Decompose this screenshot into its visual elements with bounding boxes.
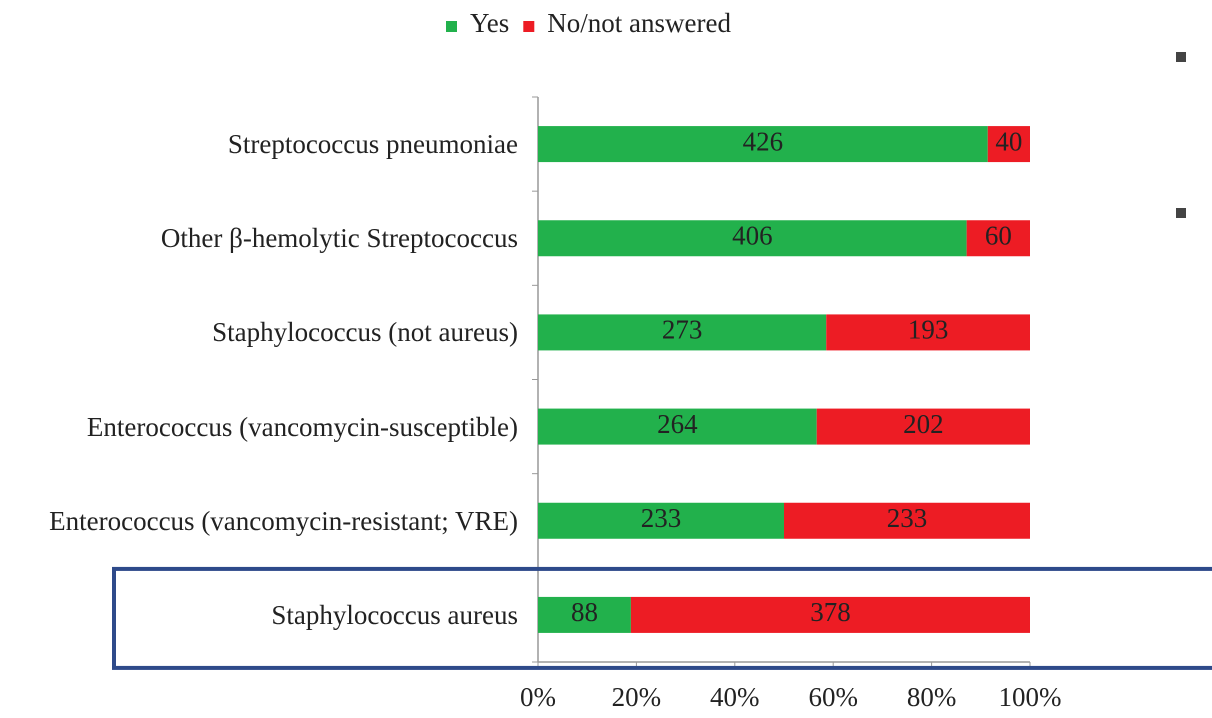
bar-segment — [784, 502, 1030, 539]
legend-label: No/not answered — [547, 8, 731, 38]
data-label: 193 — [908, 315, 949, 345]
data-label: 273 — [662, 315, 703, 345]
x-tick-label: 0% — [520, 682, 556, 712]
bullet — [1176, 208, 1186, 218]
category-label: Other β-hemolytic Streptococcus — [160, 223, 518, 254]
x-tick-label: 80% — [907, 682, 957, 712]
data-label: 202 — [903, 409, 944, 439]
x-tick-label: 100% — [999, 682, 1062, 712]
category-label: Staphylococcus (not aureus) — [212, 317, 518, 348]
data-label: 40 — [995, 126, 1022, 156]
x-tick-label: 20% — [612, 682, 662, 712]
category-label: Streptococcus pneumoniae — [227, 129, 518, 160]
legend-swatch — [446, 21, 457, 32]
data-label: 426 — [743, 126, 784, 156]
bar-segment — [538, 502, 784, 539]
bar-segment — [630, 596, 1030, 633]
bar-segment — [538, 596, 631, 633]
data-label: 406 — [732, 220, 773, 250]
data-label: 378 — [810, 597, 851, 627]
data-label: 88 — [571, 597, 598, 627]
bar-segment — [538, 126, 988, 163]
legend-swatch — [523, 21, 535, 32]
category-label: Staphylococcus aureus — [271, 599, 518, 630]
x-tick-label: 60% — [808, 682, 858, 712]
highlight-box — [112, 566, 1212, 670]
bar-segment — [966, 220, 1030, 257]
bar-segment — [987, 126, 1030, 163]
category-label: Enterococcus (vancomycin-resistant; VRE) — [49, 505, 518, 536]
bar-segment — [538, 220, 967, 257]
bar-segment — [538, 314, 827, 351]
bar-segment — [816, 408, 1030, 445]
bar-segment — [538, 408, 817, 445]
legend-label: Yes — [470, 8, 509, 38]
data-label: 264 — [657, 409, 698, 439]
data-label: 233 — [641, 503, 682, 533]
category-label: Enterococcus (vancomycin-susceptible) — [86, 411, 518, 442]
data-label: 60 — [985, 220, 1012, 250]
x-tick-label: 40% — [710, 682, 760, 712]
bar-segment — [826, 314, 1030, 351]
bullet — [1176, 52, 1186, 62]
data-label: 233 — [887, 503, 928, 533]
